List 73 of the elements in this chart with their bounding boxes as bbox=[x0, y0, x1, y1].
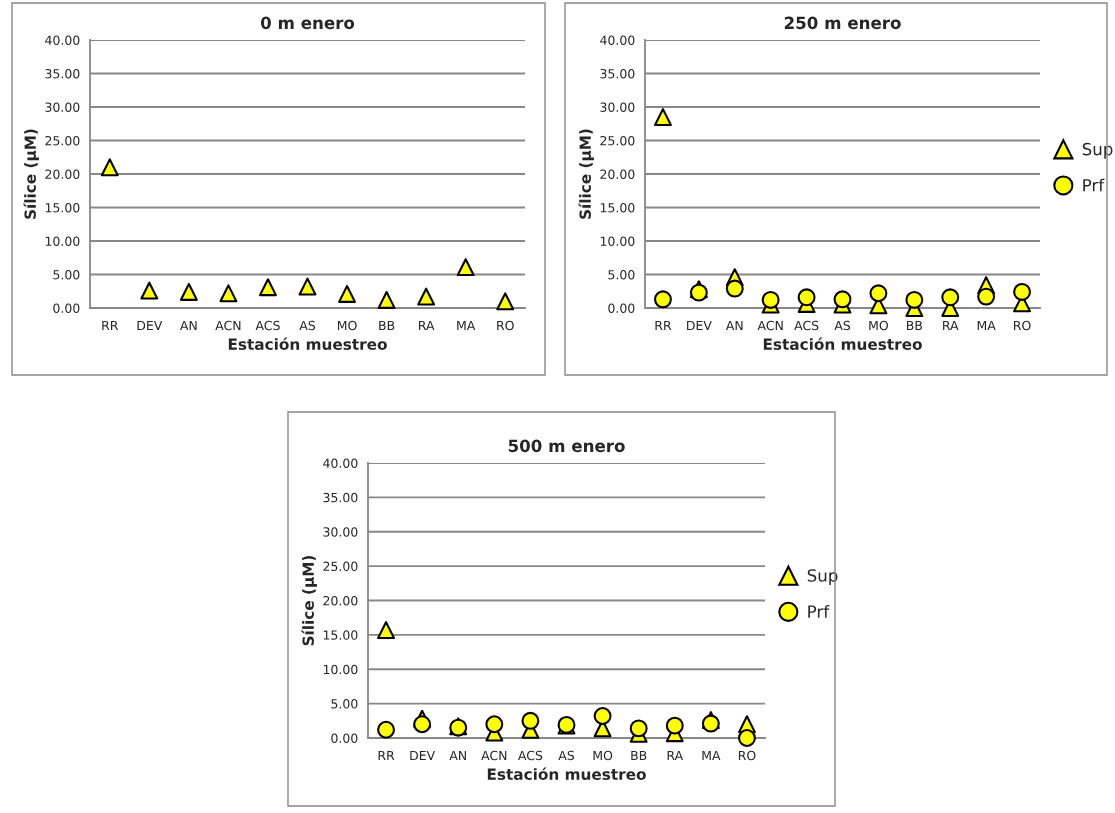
y-tick-label: 15.00 bbox=[45, 202, 80, 213]
y-tick-label: 35.00 bbox=[45, 68, 80, 79]
y-tick-label: 25.00 bbox=[323, 561, 358, 572]
x-axis-title: Estación muestreo bbox=[487, 767, 646, 780]
x-tick-label: RA bbox=[667, 750, 684, 760]
x-axis-title: Estación muestreo bbox=[228, 337, 387, 350]
y-tick-label: 0.00 bbox=[53, 303, 80, 313]
x-tick-label: ACS bbox=[794, 320, 819, 331]
x-tick-label: MO bbox=[869, 320, 889, 331]
y-axis-title: Sílice (µM) bbox=[301, 555, 317, 646]
x-tick-label: AN bbox=[180, 320, 197, 330]
y-tick-label: 5.00 bbox=[53, 269, 80, 280]
y-tick-label: 5.00 bbox=[608, 269, 635, 280]
y-tick-label: 0.00 bbox=[331, 733, 358, 743]
chart-title: 0 m enero bbox=[260, 16, 355, 30]
y-tick-label: 20.00 bbox=[600, 169, 635, 179]
x-tick-label: AS bbox=[558, 750, 575, 761]
x-tick-label: RR bbox=[655, 320, 672, 330]
x-tick-label: MA bbox=[457, 320, 476, 330]
y-tick-label: 25.00 bbox=[600, 135, 635, 146]
x-tick-label: ACS bbox=[255, 320, 280, 331]
chart-title: 250 m enero bbox=[784, 16, 901, 30]
y-tick-label: 30.00 bbox=[600, 102, 635, 112]
legend-label: Sup bbox=[807, 569, 838, 585]
x-tick-label: DEV bbox=[137, 320, 163, 330]
y-tick-label: 30.00 bbox=[45, 102, 80, 112]
x-tick-label: BB bbox=[379, 320, 395, 330]
y-tick-label: 40.00 bbox=[600, 35, 635, 45]
x-tick-label: DEV bbox=[410, 750, 436, 760]
x-tick-label: MA bbox=[702, 750, 721, 760]
y-tick-label: 30.00 bbox=[323, 527, 358, 537]
x-tick-label: AN bbox=[725, 320, 743, 330]
legend-label: Prf bbox=[808, 605, 830, 618]
y-tick-label: 40.00 bbox=[45, 35, 80, 45]
y-tick-label: 15.00 bbox=[600, 202, 635, 213]
x-tick-label: RA bbox=[943, 320, 959, 330]
x-tick-label: DEV bbox=[687, 320, 712, 330]
x-tick-label: BB bbox=[906, 320, 923, 330]
x-tick-label: ACN bbox=[481, 750, 507, 761]
x-tick-label: AN bbox=[449, 750, 466, 760]
x-tick-label: RR bbox=[378, 750, 395, 760]
x-tick-label: RO bbox=[738, 750, 756, 761]
y-tick-label: 0.00 bbox=[608, 303, 635, 313]
x-tick-label: MO bbox=[593, 750, 613, 761]
y-tick-label: 20.00 bbox=[323, 595, 358, 606]
legend-label: Prf bbox=[1083, 178, 1105, 192]
y-tick-label: 10.00 bbox=[323, 664, 358, 675]
y-tick-label: 35.00 bbox=[323, 492, 358, 503]
x-tick-label: MO bbox=[337, 320, 357, 331]
y-axis-title: Sílice (µM) bbox=[23, 129, 39, 219]
y-tick-label: 25.00 bbox=[45, 135, 80, 146]
chart-title: 500 m enero bbox=[508, 439, 625, 453]
legend-label: Sup bbox=[1082, 142, 1113, 159]
y-axis-title: Sílice (µM) bbox=[578, 129, 594, 219]
x-tick-label: ACN bbox=[757, 320, 783, 331]
y-tick-label: 5.00 bbox=[331, 699, 358, 709]
x-tick-label: RR bbox=[102, 320, 119, 330]
y-tick-label: 40.00 bbox=[323, 458, 358, 468]
y-tick-label: 20.00 bbox=[45, 169, 80, 179]
x-tick-label: ACS bbox=[518, 750, 543, 761]
x-tick-label: RA bbox=[418, 320, 435, 330]
x-tick-label: RO bbox=[497, 320, 514, 331]
x-tick-label: AS bbox=[834, 320, 851, 331]
x-tick-label: ACN bbox=[215, 320, 241, 331]
x-tick-label: AS bbox=[299, 320, 316, 331]
y-tick-label: 35.00 bbox=[600, 68, 635, 79]
y-tick-label: 15.00 bbox=[323, 630, 358, 640]
x-tick-label: BB bbox=[631, 750, 647, 760]
x-tick-label: RO bbox=[1014, 320, 1031, 331]
x-tick-label: MA bbox=[977, 320, 996, 330]
y-tick-label: 10.00 bbox=[600, 236, 635, 246]
y-tick-label: 10.00 bbox=[45, 236, 80, 246]
x-axis-title: Estación muestreo bbox=[763, 337, 922, 350]
